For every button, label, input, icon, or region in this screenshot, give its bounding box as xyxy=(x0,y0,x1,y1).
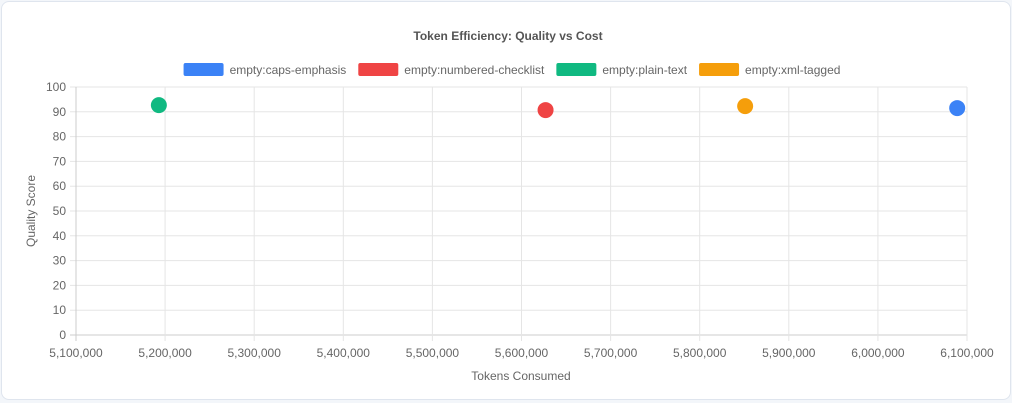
x-tick-label: 5,400,000 xyxy=(317,346,371,360)
points xyxy=(150,97,966,119)
legend-label: empty:caps-emphasis xyxy=(230,63,347,77)
x-tick-label: 5,800,000 xyxy=(673,346,727,360)
y-tick-label: 10 xyxy=(53,303,67,317)
legend-item: empty:plain-text xyxy=(556,63,688,77)
y-tick-label: 70 xyxy=(53,154,67,168)
y-axis-label: Quality Score xyxy=(24,175,38,247)
y-tick-label: 40 xyxy=(53,229,67,243)
x-tick-label: 5,300,000 xyxy=(228,346,282,360)
y-tick-label: 80 xyxy=(53,130,67,144)
legend-swatch xyxy=(183,63,224,76)
y-tick-label: 90 xyxy=(53,105,67,119)
legend-item: empty:xml-tagged xyxy=(699,63,840,77)
y-tick-label: 0 xyxy=(59,328,66,342)
chart-title: Token Efficiency: Quality vs Cost xyxy=(413,29,602,43)
x-tick-label: 5,600,000 xyxy=(495,346,549,360)
legend-label: empty:numbered-checklist xyxy=(404,63,545,77)
data-point xyxy=(537,102,554,119)
legend-label: empty:plain-text xyxy=(602,63,687,77)
data-point xyxy=(150,97,167,114)
y-tick-label: 20 xyxy=(53,278,67,292)
y-tick-label: 60 xyxy=(53,179,67,193)
data-point xyxy=(737,98,754,115)
y-tick-label: 50 xyxy=(53,204,67,218)
data-point xyxy=(949,100,966,117)
legend-swatch xyxy=(358,63,399,76)
legend-swatch xyxy=(556,63,597,76)
y-tick-label: 30 xyxy=(53,254,67,268)
ticks: 0 10 20 30 40 50 60 70 80 90 100 5,100,000 5,200,000… xyxy=(46,80,994,360)
grid xyxy=(70,86,968,341)
x-tick-label: 5,900,000 xyxy=(762,346,816,360)
x-tick-label: 5,500,000 xyxy=(406,346,460,360)
x-tick-label: 6,000,000 xyxy=(851,346,905,360)
x-tick-label: 5,200,000 xyxy=(138,346,192,360)
legend-item: empty:numbered-checklist xyxy=(358,63,545,77)
x-tick-label: 6,100,000 xyxy=(940,346,994,360)
legend-label: empty:xml-tagged xyxy=(745,63,840,77)
legend-swatch xyxy=(699,63,740,76)
y-tick-label: 100 xyxy=(46,80,66,94)
x-tick-label: 5,700,000 xyxy=(584,346,638,360)
x-axis-label: Tokens Consumed xyxy=(471,369,570,383)
x-tick-label: 5,100,000 xyxy=(49,346,103,360)
legend-item: empty:caps-emphasis xyxy=(183,63,347,77)
legend: empty:caps-emphasis empty:numbered-checkl… xyxy=(183,63,840,77)
